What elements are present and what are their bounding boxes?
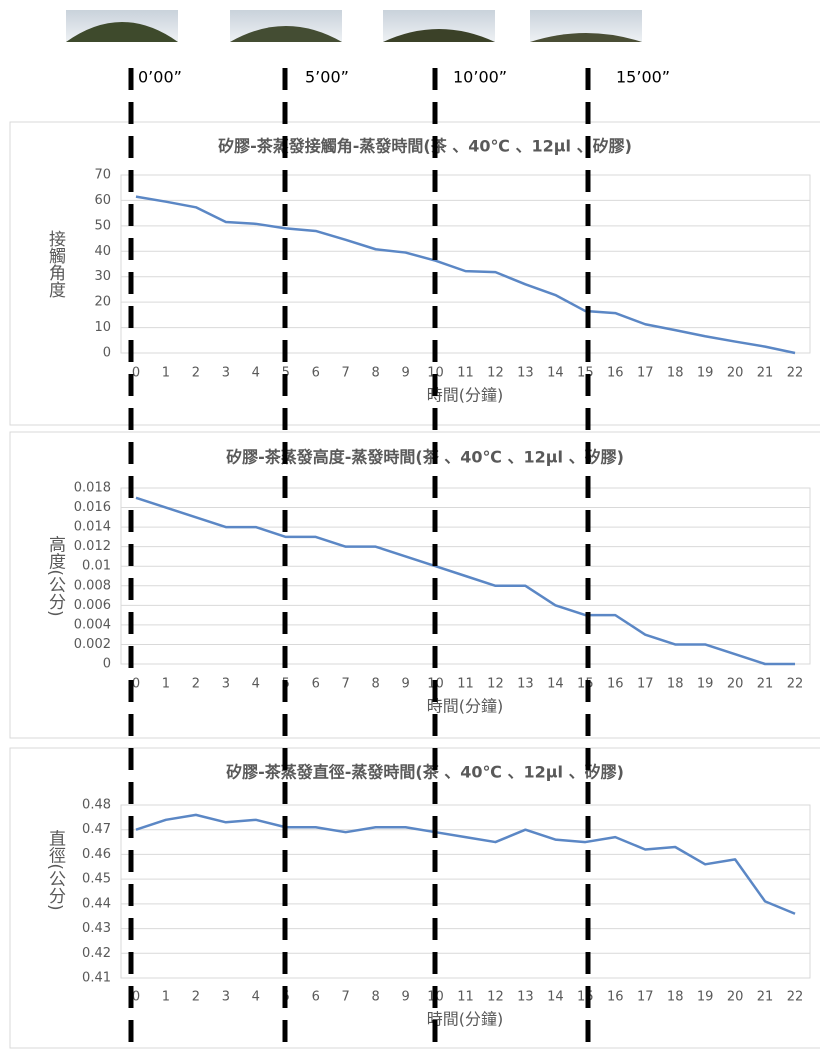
x-tick-label: 1 xyxy=(162,677,170,692)
x-tick-label: 16 xyxy=(607,990,624,1005)
x-tick-label: 15 xyxy=(577,366,594,381)
x-tick-label: 13 xyxy=(517,366,534,381)
x-tick-label: 19 xyxy=(697,990,714,1005)
x-tick-label: 4 xyxy=(252,990,260,1005)
y-tick-label: 50 xyxy=(94,218,111,233)
x-tick-label: 1 xyxy=(162,366,170,381)
x-tick-label: 8 xyxy=(371,990,379,1005)
x-tick-label: 6 xyxy=(312,366,320,381)
x-tick-label: 21 xyxy=(757,366,774,381)
y-tick-label: 0.45 xyxy=(82,872,111,887)
x-tick-label: 12 xyxy=(487,990,504,1005)
x-tick-label: 20 xyxy=(727,990,744,1005)
x-tick-label: 20 xyxy=(727,677,744,692)
y-tick-label: 0.42 xyxy=(82,946,111,961)
y-tick-label: 0.014 xyxy=(74,520,111,535)
x-tick-label: 18 xyxy=(667,990,684,1005)
x-tick-label: 13 xyxy=(517,990,534,1005)
x-tick-label: 13 xyxy=(517,677,534,692)
x-tick-label: 12 xyxy=(487,366,504,381)
x-tick-label: 22 xyxy=(787,990,804,1005)
y-tick-label: 70 xyxy=(94,168,111,183)
time-label: 5’00” xyxy=(305,68,349,87)
y-tick-label: 60 xyxy=(94,193,111,208)
y-tick-label: 40 xyxy=(94,244,111,259)
x-tick-label: 4 xyxy=(252,677,260,692)
page: 矽膠-茶蒸發接觸角-蒸發時間(茶 、40℃ 、12μl 、矽膠) 接觸角度時間(分… xyxy=(0,0,820,1053)
x-tick-label: 19 xyxy=(697,677,714,692)
x-tick-label: 2 xyxy=(192,366,200,381)
droplet-photos xyxy=(66,10,642,42)
y-tick-label: 0.008 xyxy=(74,578,111,593)
y-tick-label: 0.48 xyxy=(82,798,111,813)
x-tick-label: 20 xyxy=(727,366,744,381)
x-tick-label: 6 xyxy=(312,677,320,692)
x-axis-label: 時間(分鐘) xyxy=(427,697,504,716)
x-tick-label: 2 xyxy=(192,677,200,692)
y-axis-label: 接觸角度 xyxy=(45,230,66,298)
y-tick-label: 30 xyxy=(94,269,111,284)
x-tick-label: 17 xyxy=(637,677,654,692)
x-tick-label: 9 xyxy=(401,990,409,1005)
x-tick-label: 21 xyxy=(757,677,774,692)
y-tick-label: 0.41 xyxy=(82,971,111,986)
x-tick-label: 11 xyxy=(457,990,474,1005)
y-tick-label: 0.004 xyxy=(74,617,111,632)
x-tick-label: 6 xyxy=(312,990,320,1005)
y-tick-label: 20 xyxy=(94,295,111,310)
x-axis-label: 時間(分鐘) xyxy=(427,386,504,405)
y-tick-label: 0.016 xyxy=(74,500,111,515)
x-tick-label: 4 xyxy=(252,366,260,381)
x-tick-label: 2 xyxy=(192,990,200,1005)
y-axis-label: 直徑(公分) xyxy=(45,829,66,910)
x-tick-label: 17 xyxy=(637,990,654,1005)
y-tick-label: 0.46 xyxy=(82,847,111,862)
x-tick-label: 19 xyxy=(697,366,714,381)
x-tick-label: 11 xyxy=(457,677,474,692)
x-tick-label: 3 xyxy=(222,990,230,1005)
x-tick-label: 22 xyxy=(787,677,804,692)
x-tick-label: 7 xyxy=(342,677,350,692)
y-axis-label: 高度(公分) xyxy=(45,535,66,616)
x-axis-label: 時間(分鐘) xyxy=(427,1010,504,1029)
y-tick-label: 10 xyxy=(94,320,111,335)
y-tick-label: 0.47 xyxy=(82,822,111,837)
x-tick-label: 14 xyxy=(547,990,564,1005)
y-tick-label: 0.012 xyxy=(74,539,111,554)
time-label: 15’00” xyxy=(616,68,670,87)
y-tick-label: 0 xyxy=(103,346,111,361)
x-tick-label: 3 xyxy=(222,677,230,692)
x-tick-label: 9 xyxy=(401,677,409,692)
y-tick-label: 0.018 xyxy=(74,481,111,496)
x-tick-label: 11 xyxy=(457,366,474,381)
x-tick-label: 15 xyxy=(577,990,594,1005)
x-tick-label: 3 xyxy=(222,366,230,381)
x-tick-label: 14 xyxy=(547,677,564,692)
x-tick-label: 17 xyxy=(637,366,654,381)
time-label: 0’00” xyxy=(138,68,182,87)
y-tick-label: 0.44 xyxy=(82,896,111,911)
chart-title: 矽膠-茶蒸發接觸角-蒸發時間(茶 、40℃ 、12μl 、矽膠) xyxy=(218,137,632,156)
y-tick-label: 0.002 xyxy=(74,637,111,652)
x-tick-label: 8 xyxy=(371,366,379,381)
x-tick-label: 12 xyxy=(487,677,504,692)
time-label: 10’00” xyxy=(453,68,507,87)
y-tick-label: 0.006 xyxy=(74,598,111,613)
x-tick-label: 18 xyxy=(667,677,684,692)
x-tick-label: 18 xyxy=(667,366,684,381)
x-tick-label: 1 xyxy=(162,990,170,1005)
x-tick-label: 16 xyxy=(607,366,624,381)
x-tick-label: 7 xyxy=(342,990,350,1005)
y-tick-label: 0.43 xyxy=(82,921,111,936)
x-tick-label: 21 xyxy=(757,990,774,1005)
y-tick-label: 0.01 xyxy=(82,559,111,574)
x-tick-label: 22 xyxy=(787,366,804,381)
x-tick-label: 7 xyxy=(342,366,350,381)
x-tick-label: 9 xyxy=(401,366,409,381)
x-tick-label: 15 xyxy=(577,677,594,692)
x-tick-label: 16 xyxy=(607,677,624,692)
x-tick-label: 8 xyxy=(371,677,379,692)
y-tick-label: 0 xyxy=(103,657,111,672)
x-tick-label: 14 xyxy=(547,366,564,381)
